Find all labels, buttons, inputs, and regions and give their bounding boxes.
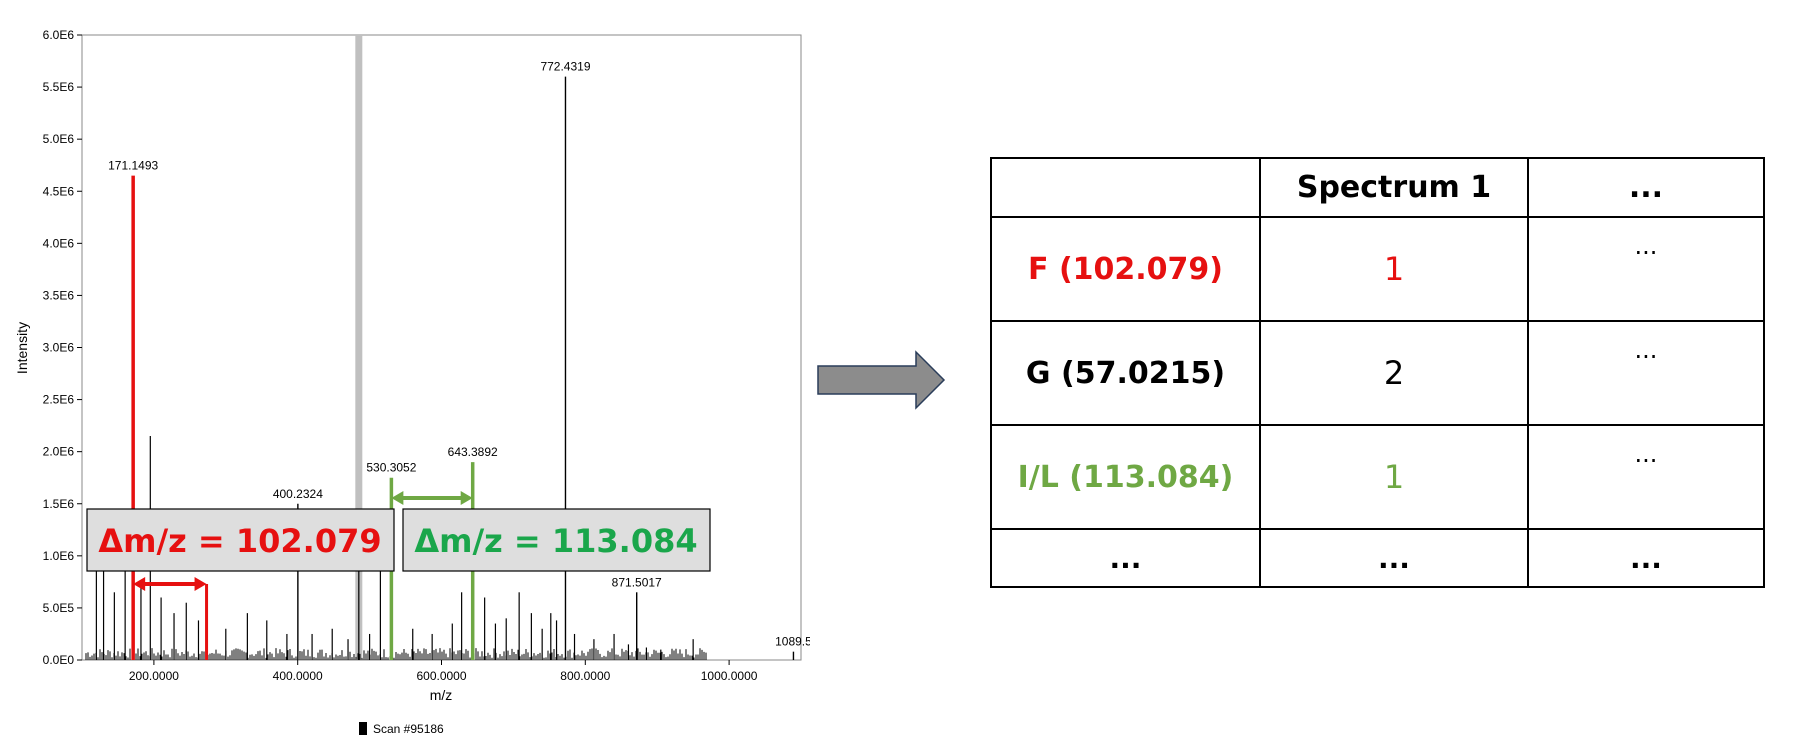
delta-arrow-green-head-right [460, 491, 473, 505]
delta-arrow-green-head-left [391, 491, 404, 505]
y-tick-label: 2.5E6 [43, 393, 75, 407]
peak-label: 772.4319 [540, 60, 590, 74]
peak-label: 1089.5 [775, 635, 810, 649]
y-tick-label: 3.5E6 [43, 288, 75, 302]
highlight-band [355, 35, 363, 660]
y-ticks: 0.0E0 5.0E5 1.0E6 1.5E6 2.0E6 2.5E6 3.0E6 3.5E6… [43, 28, 82, 667]
last-row-count: ... [1259, 528, 1529, 588]
peak-label: 530.3052 [366, 461, 416, 475]
y-tick-label: 5.0E5 [43, 601, 75, 615]
y-tick-label: 1.5E6 [43, 497, 75, 511]
annotation-group: Δm/z = 102.079 Δm/z = 113.084 [86, 491, 711, 591]
peak-label: 400.2324 [273, 487, 323, 501]
last-row-label: ... [990, 528, 1261, 588]
row-count-il: 1 [1259, 424, 1529, 530]
header-blank-cell [990, 157, 1261, 218]
table-row: G (57.0215) 2 ... [990, 320, 1765, 426]
delta-box-green [402, 508, 711, 572]
delta-label-green: Δm/z = 113.084 [414, 522, 697, 560]
delta-box-red [86, 508, 395, 572]
peak-label: 171.1493 [108, 159, 158, 173]
block-arrow [817, 350, 946, 410]
y-tick-label: 3.0E6 [43, 341, 75, 355]
y-tick-label: 6.0E6 [43, 28, 75, 42]
x-ticks: 200.0000 400.0000 600.0000 800.0000 1000.000… [129, 660, 758, 683]
y-tick-label: 5.0E6 [43, 132, 75, 146]
arrow-shape [817, 350, 946, 410]
y-axis-title: Intensity [14, 322, 30, 374]
x-tick-label: 600.0000 [416, 669, 466, 683]
x-tick-label: 1000.0000 [701, 669, 758, 683]
delta-arrow-red-head-right [194, 577, 207, 591]
table-row: ... ... ... [990, 528, 1765, 588]
row-more-f: ... [1527, 216, 1765, 322]
mass-spectrum-chart: 171.1493 772.4319 530.3052 643.3892 400.2324… [14, 28, 810, 736]
amino-acid-count-table: Spectrum 1 ... F (102.079) 1 ... G (57.0… [990, 157, 1765, 588]
row-more-il: ... [1527, 424, 1765, 530]
x-tick-label: 400.0000 [273, 669, 323, 683]
legend-swatch [359, 722, 367, 735]
row-count-g: 2 [1259, 320, 1529, 426]
peak-label: 643.3892 [448, 445, 498, 459]
peak-label: 871.5017 [612, 575, 662, 589]
noise-path [85, 648, 707, 660]
header-more: ... [1527, 157, 1765, 218]
last-row-more: ... [1527, 528, 1765, 588]
y-tick-label: 1.0E6 [43, 549, 75, 563]
x-tick-label: 200.0000 [129, 669, 179, 683]
row-label-f: F (102.079) [990, 216, 1261, 322]
x-axis-title: m/z [430, 687, 453, 703]
header-spectrum-1: Spectrum 1 [1259, 157, 1529, 218]
delta-arrow-red-head-left [133, 577, 146, 591]
y-tick-label: 4.5E6 [43, 184, 75, 198]
y-tick-label: 0.0E0 [43, 653, 75, 667]
baseline-noise [85, 648, 707, 660]
row-label-il: I/L (113.084) [990, 424, 1261, 530]
row-more-g: ... [1527, 320, 1765, 426]
y-tick-label: 5.5E6 [43, 80, 75, 94]
delta-label-red: Δm/z = 102.079 [98, 522, 381, 560]
row-label-g: G (57.0215) [990, 320, 1261, 426]
y-tick-label: 4.0E6 [43, 236, 75, 250]
row-count-f: 1 [1259, 216, 1529, 322]
x-tick-label: 800.0000 [560, 669, 610, 683]
table-row: F (102.079) 1 ... [990, 216, 1765, 322]
legend-label: Scan #95186 [373, 722, 444, 736]
table-header-row: Spectrum 1 ... [990, 157, 1765, 218]
y-tick-label: 2.0E6 [43, 445, 75, 459]
table-row: I/L (113.084) 1 ... [990, 424, 1765, 530]
